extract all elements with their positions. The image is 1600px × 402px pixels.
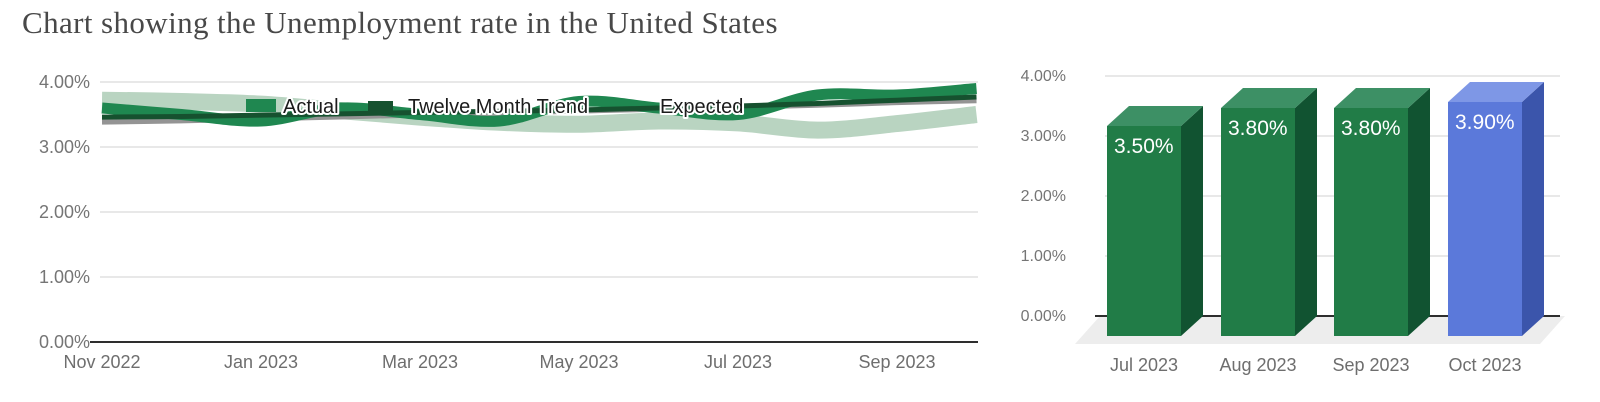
series-twelve-month-trend-line <box>101 94 977 120</box>
bar-front-face <box>1107 126 1181 336</box>
x-tick-label: Sep 2023 <box>1332 355 1409 375</box>
bar-sep-2023: 3.80% <box>1334 88 1430 336</box>
bar-front-face <box>1448 102 1522 336</box>
bar-front-face <box>1221 108 1295 336</box>
annotation-label: Actual <box>283 96 339 118</box>
line-chart: 0.00% 1.00% 2.00% 3.00% 4.00% Nov 2022 Jan 202… <box>39 72 978 372</box>
bar-value-label: 3.90% <box>1455 111 1515 134</box>
y-tick-label: 0.00% <box>1021 308 1066 325</box>
x-tick-label: Nov 2022 <box>63 352 140 372</box>
bar-side-face <box>1522 82 1544 336</box>
bar-front-face <box>1334 108 1408 336</box>
y-tick-label: 4.00% <box>39 72 90 92</box>
bar-jul-2023: 3.50% <box>1107 106 1203 336</box>
x-tick-label: Jul 2023 <box>1110 355 1178 375</box>
y-tick-label: 4.00% <box>1021 68 1066 85</box>
bar-value-label: 3.80% <box>1341 117 1401 140</box>
bar-oct-2023: 3.90% <box>1448 82 1544 336</box>
x-tick-label: Jul 2023 <box>704 352 772 372</box>
page-title: Chart showing the Unemployment rate in t… <box>22 5 778 40</box>
bar-value-label: 3.80% <box>1228 117 1288 140</box>
y-tick-label: 1.00% <box>39 267 90 287</box>
y-tick-label: 2.00% <box>1021 188 1066 205</box>
annotation-swatch <box>368 101 393 113</box>
y-tick-label: 3.00% <box>39 137 90 157</box>
x-tick-label: Sep 2023 <box>858 352 935 372</box>
bar-top-face <box>1334 88 1430 108</box>
bar-side-face <box>1295 88 1317 336</box>
x-tick-label: Jan 2023 <box>224 352 298 372</box>
bar-side-face <box>1408 88 1430 336</box>
bar-value-label: 3.50% <box>1114 135 1174 158</box>
x-tick-label: Oct 2023 <box>1448 355 1521 375</box>
bar-top-face <box>1221 88 1317 108</box>
bar-top-face <box>1448 82 1544 102</box>
bar-side-face <box>1181 106 1203 336</box>
y-tick-label: 1.00% <box>1021 248 1066 265</box>
annotation-label: Expected <box>660 96 743 118</box>
y-tick-label: 0.00% <box>39 332 90 352</box>
annotation-swatch <box>246 99 276 112</box>
y-tick-label: 3.00% <box>1021 128 1066 145</box>
x-tick-label: May 2023 <box>539 352 618 372</box>
bar-top-face <box>1107 106 1203 126</box>
x-tick-label: Mar 2023 <box>382 352 458 372</box>
x-tick-label: Aug 2023 <box>1219 355 1296 375</box>
bar-aug-2023: 3.80% <box>1221 88 1317 336</box>
annotation-label: Twelve Month Trend <box>408 96 588 118</box>
bar-chart: 0.00% 1.00% 2.00% 3.00% 4.00% 3.50% Jul 2023 3.… <box>1021 68 1565 375</box>
y-tick-label: 2.00% <box>39 202 90 222</box>
chart-floor <box>1075 316 1565 344</box>
